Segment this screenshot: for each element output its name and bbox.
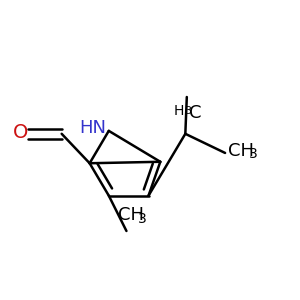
Text: H: H bbox=[173, 104, 184, 118]
Text: CH: CH bbox=[228, 142, 254, 160]
Text: 3: 3 bbox=[184, 106, 191, 116]
Text: O: O bbox=[13, 123, 28, 142]
Text: CH: CH bbox=[118, 206, 144, 224]
Text: 3: 3 bbox=[138, 212, 146, 226]
Text: HN: HN bbox=[79, 119, 106, 137]
Text: C: C bbox=[189, 104, 202, 122]
Text: 3: 3 bbox=[249, 147, 257, 161]
